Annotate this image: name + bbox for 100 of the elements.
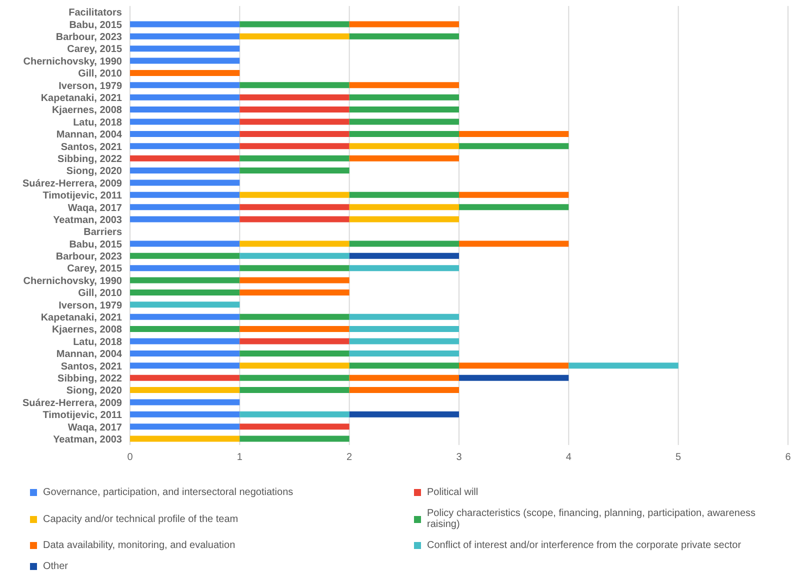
bar <box>240 326 350 332</box>
y-tick-label: Babu, 2015 <box>69 20 122 31</box>
bar <box>349 252 459 259</box>
bar <box>130 192 240 198</box>
y-tick-label: Chernichovsky, 1990 <box>23 56 122 68</box>
bar <box>349 362 459 369</box>
bar <box>240 94 350 100</box>
bar <box>240 106 350 113</box>
y-tick-label: Siong, 2020 <box>66 386 122 397</box>
bar <box>240 411 350 418</box>
bar <box>130 289 240 296</box>
bar <box>240 204 350 210</box>
y-tick-label: Latu, 2018 <box>73 336 122 348</box>
bar <box>240 240 350 247</box>
bar <box>240 314 350 320</box>
legend-label: Capacity and/or technical profile of the team <box>43 514 238 524</box>
bar <box>349 326 459 332</box>
bar <box>240 155 350 162</box>
y-tick-label: Babu, 2015 <box>69 239 122 250</box>
bar <box>240 143 350 150</box>
bar <box>349 374 459 381</box>
bar <box>130 106 240 113</box>
bar <box>568 362 678 369</box>
bar <box>349 314 459 320</box>
bar <box>130 168 240 174</box>
bar <box>130 130 240 137</box>
y-tick-label: Mannan, 2004 <box>56 130 122 141</box>
y-tick-label: Santos, 2021 <box>60 361 122 372</box>
bar <box>349 82 459 88</box>
bar <box>130 436 240 442</box>
bar <box>349 265 459 272</box>
y-tick-label: Sibbing, 2022 <box>58 373 122 384</box>
bar <box>349 350 459 356</box>
x-tick-label: 2 <box>346 452 353 464</box>
bar <box>240 362 350 369</box>
bar <box>130 155 240 162</box>
y-tick-label: Kjaernes, 2008 <box>52 105 122 116</box>
bar <box>130 338 240 344</box>
x-tick-label: 5 <box>676 452 682 464</box>
bar <box>459 240 569 247</box>
bar <box>349 216 459 222</box>
y-tick-label: Yeatman, 2003 <box>53 214 122 226</box>
bar <box>459 143 569 150</box>
y-tick-label: Barbour, 2023 <box>56 32 122 44</box>
bar <box>130 204 240 210</box>
y-tick-label: Latu, 2018 <box>73 117 122 128</box>
bar <box>240 21 350 28</box>
y-tick-label: Waqa, 2017 <box>68 422 122 434</box>
bar <box>130 33 240 40</box>
y-tick-label: Facilitators <box>68 8 122 19</box>
bar <box>240 338 350 344</box>
y-tick-label: Yeatman, 2003 <box>53 434 122 446</box>
bar <box>349 338 459 344</box>
y-tick-label: Kapetanaki, 2021 <box>40 93 122 104</box>
bar <box>130 411 240 418</box>
bar <box>240 350 350 356</box>
bar <box>130 252 240 259</box>
bar <box>240 424 350 430</box>
bar <box>349 192 459 198</box>
legend-label: Policy characteristics (scope, financing, planning, participation, awareness raising) <box>427 508 757 530</box>
bar <box>130 424 240 430</box>
bar <box>130 387 240 394</box>
bar <box>240 168 350 174</box>
y-tick-label: Kjaernes, 2008 <box>52 324 122 336</box>
bar <box>130 82 240 88</box>
bar <box>240 265 350 272</box>
y-tick-label: Sibbing, 2022 <box>58 154 122 165</box>
y-tick-label: Gill, 2010 <box>78 288 122 300</box>
bar <box>349 21 459 28</box>
bar <box>240 130 350 137</box>
bar <box>130 362 240 369</box>
bar <box>459 204 569 210</box>
y-tick-label: Gill, 2010 <box>78 68 122 80</box>
y-tick-label: Barbour, 2023 <box>56 252 122 263</box>
bar <box>130 277 240 284</box>
bar <box>240 374 350 381</box>
bar <box>130 70 240 76</box>
bar <box>240 33 350 40</box>
legend-label: Other <box>43 561 68 572</box>
bar <box>240 277 350 284</box>
bar <box>240 192 350 198</box>
bar <box>130 302 240 308</box>
bar <box>349 130 459 137</box>
legend-label: Political will <box>427 487 478 498</box>
bar <box>240 252 350 259</box>
bar <box>240 118 350 125</box>
bar <box>130 240 240 247</box>
x-tick-label: 3 <box>456 452 462 464</box>
bar <box>240 216 350 222</box>
bar <box>130 46 240 52</box>
y-tick-label: Iverson, 1979 <box>58 80 122 92</box>
y-tick-label: Santos, 2021 <box>60 142 122 153</box>
bar <box>349 155 459 162</box>
y-tick-label: Carey, 2015 <box>67 44 122 56</box>
bar <box>349 106 459 113</box>
y-tick-label: Chernichovsky, 1990 <box>23 276 122 287</box>
y-tick-label: Barriers <box>84 227 122 238</box>
bar <box>130 399 240 406</box>
bar <box>349 204 459 210</box>
bar <box>349 143 459 150</box>
